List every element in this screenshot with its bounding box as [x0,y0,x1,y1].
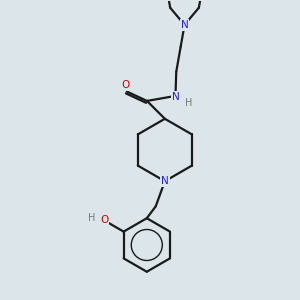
Text: N: N [172,92,179,101]
Text: O: O [121,80,129,90]
Text: N: N [181,20,188,30]
Text: O: O [100,215,108,226]
Text: N: N [161,176,169,186]
Text: H: H [88,213,95,223]
Text: H: H [184,98,192,108]
